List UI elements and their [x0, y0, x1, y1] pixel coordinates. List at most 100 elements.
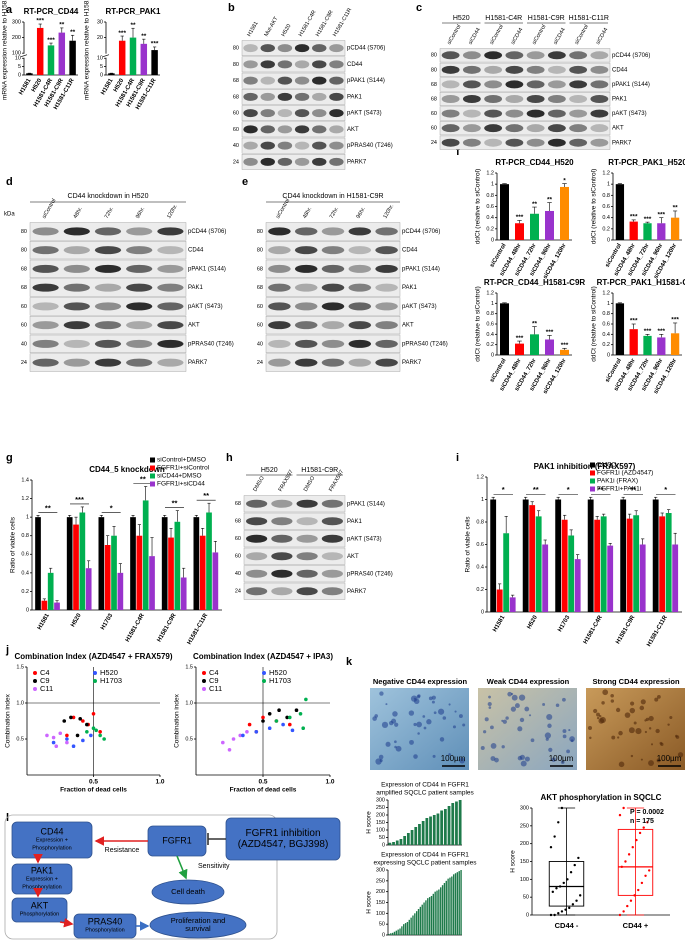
y-tick-label: 0.2: [21, 589, 29, 595]
blot-band: [329, 92, 344, 101]
blot-band: [271, 517, 293, 526]
legend-label: H1703: [269, 676, 291, 685]
y-axis-label: ddCt (relative to siControl): [475, 169, 482, 245]
blot-band: [246, 534, 268, 543]
significance: ***: [47, 37, 55, 44]
blot-band: [294, 141, 310, 150]
cell-nucleus: [635, 728, 642, 735]
panel-letter: f: [456, 146, 460, 158]
blot-band: [157, 264, 184, 273]
legend-label: PAK1i (FRAX): [597, 478, 638, 485]
significance: ***: [658, 328, 666, 335]
y-tick-label: 0: [526, 912, 529, 918]
blot-band: [94, 358, 122, 367]
band-label: PAK1: [188, 285, 204, 291]
blot-band: [260, 125, 275, 134]
blot-band: [441, 138, 460, 147]
legend-marker: [202, 671, 206, 675]
y-tick-label: 1: [481, 497, 484, 503]
bar: [657, 223, 666, 240]
band-label: AKT: [612, 126, 624, 132]
bar: [111, 535, 117, 610]
point: [254, 730, 259, 734]
blot-band: [246, 569, 268, 578]
blot-band: [547, 95, 566, 103]
bar: [421, 904, 423, 935]
bar: [98, 517, 105, 610]
x-tick-label: H520: [70, 612, 83, 628]
blot-band: [505, 51, 524, 60]
cell-nucleus: [432, 754, 436, 758]
band-label: pPAK1 (S144): [188, 266, 226, 272]
cell-nucleus: [413, 754, 418, 759]
scale-bar-label: 100µm: [549, 754, 574, 763]
bar: [85, 568, 92, 610]
y-axis-label: H score: [366, 891, 373, 914]
cell-nucleus: [413, 722, 417, 727]
blot-band: [462, 109, 481, 118]
panel-letter: b: [228, 2, 235, 14]
cell-nucleus: [519, 717, 525, 723]
bar: [535, 516, 542, 612]
significance: ***: [561, 342, 569, 349]
y-tick-label: 0.6: [476, 542, 484, 548]
significance: ***: [516, 335, 524, 342]
band-label: CD44: [188, 248, 204, 254]
point: [267, 712, 272, 716]
diagram-node-label: FGFR1 inhibition: [245, 828, 320, 839]
y-tick-label: 0.8: [486, 311, 494, 317]
chart-title: CD44_5 knockdown: [89, 465, 165, 474]
blot-band: [484, 95, 503, 103]
lane-label: FRAX597: [278, 469, 295, 493]
cell-nucleus: [413, 698, 420, 705]
cell-nucleus: [524, 706, 530, 712]
blot-band: [329, 125, 344, 134]
y-axis-label: Combination index: [174, 693, 181, 748]
kda-label: 60: [21, 304, 27, 310]
blot-band: [32, 339, 59, 348]
bar: [419, 906, 422, 935]
lane-label: H520: [281, 23, 293, 37]
point: [564, 908, 567, 911]
bar: [445, 880, 447, 935]
point: [65, 740, 69, 745]
bar: [104, 545, 111, 610]
point: [65, 737, 69, 741]
cell-nucleus: [618, 761, 625, 768]
bar: [47, 572, 54, 610]
x-tick-label: H1581-C4R: [583, 614, 604, 645]
cell-nucleus: [589, 736, 592, 740]
kda-label: 40: [257, 341, 263, 347]
blot-band: [294, 44, 310, 53]
legend-label: H520: [269, 668, 287, 677]
blot-band: [294, 227, 318, 236]
cell-nucleus: [379, 691, 384, 696]
y-tick-label: 0: [26, 607, 29, 613]
bar: [509, 597, 516, 612]
point: [557, 912, 560, 915]
band-label: PAK1: [347, 519, 363, 525]
significance: *: [567, 485, 570, 494]
blot-band: [375, 358, 398, 367]
bar: [36, 27, 44, 75]
blot-band: [277, 44, 293, 53]
band-label: PAK1: [402, 285, 418, 291]
point: [568, 906, 571, 910]
point: [635, 838, 638, 842]
blot-band: [63, 339, 90, 348]
y-tick-label: 0.6: [486, 321, 494, 327]
blot-band: [277, 141, 293, 150]
cell-nucleus: [379, 759, 383, 763]
blot-band: [484, 124, 503, 133]
bar: [530, 334, 539, 355]
cell-nucleus: [528, 714, 532, 717]
bar: [458, 800, 462, 845]
blot-band: [321, 264, 345, 273]
cell-nucleus: [433, 711, 437, 715]
histology-caption: Negative CD44 expression: [373, 677, 468, 686]
significance: ***: [658, 211, 666, 218]
band-label: pPRAS40 (T246): [347, 143, 393, 149]
bar: [657, 337, 666, 355]
bar: [415, 911, 418, 935]
